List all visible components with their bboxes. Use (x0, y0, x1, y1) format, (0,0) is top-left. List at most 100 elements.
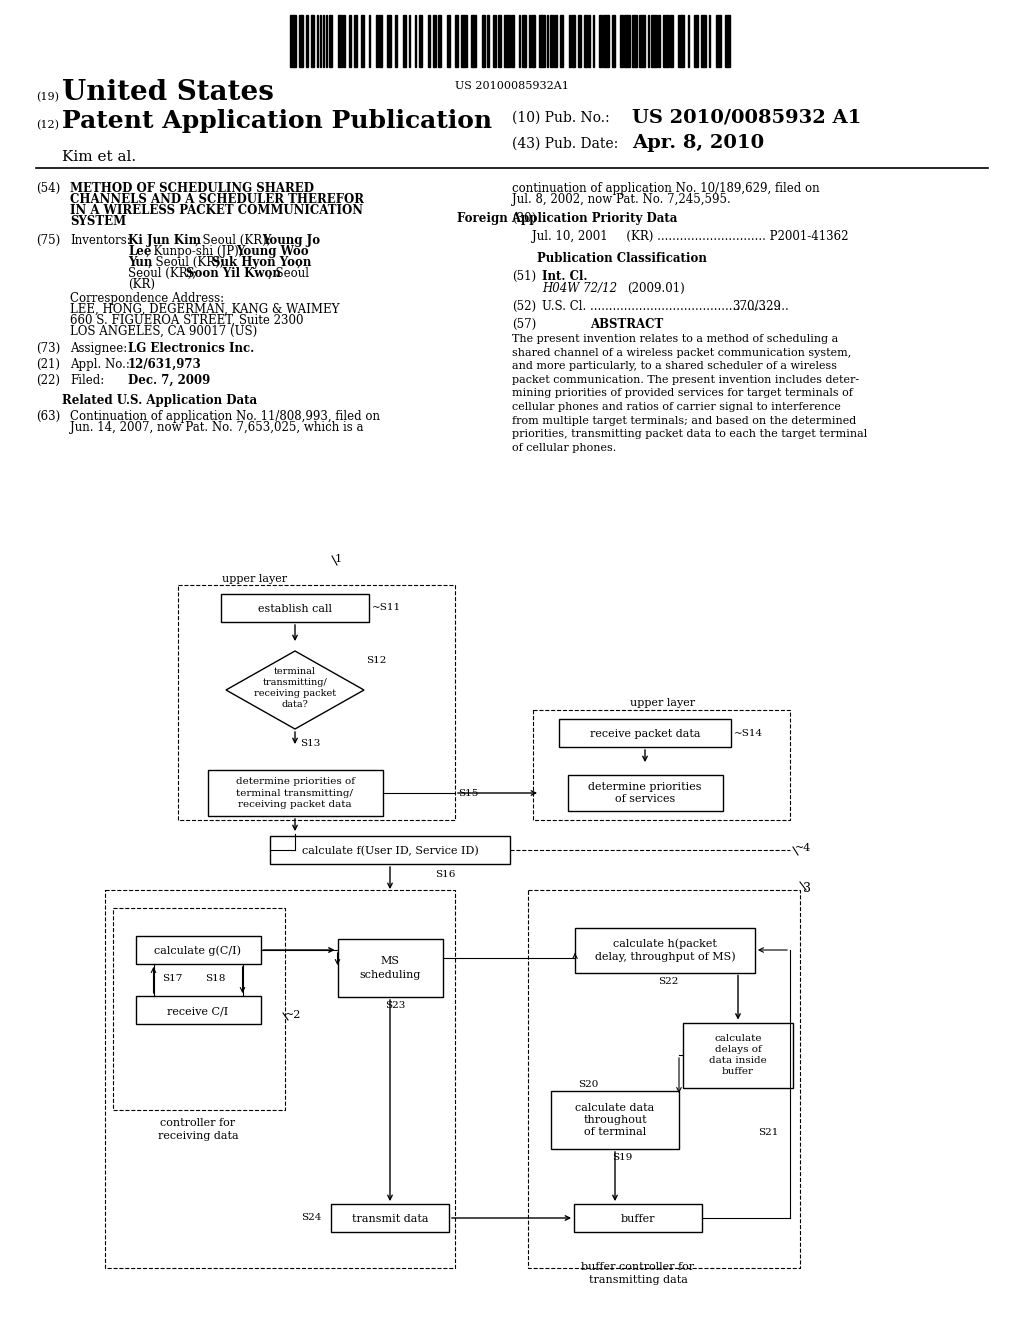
Bar (663, 15, 669, 67)
Text: calculate f(User ID, Service ID): calculate f(User ID, Service ID) (302, 846, 478, 857)
Text: IN A WIRELESS PACKET COMMUNICATION: IN A WIRELESS PACKET COMMUNICATION (70, 205, 362, 216)
Text: Jul. 8, 2002, now Pat. No. 7,245,595.: Jul. 8, 2002, now Pat. No. 7,245,595. (512, 193, 731, 206)
Text: (KR): (KR) (128, 279, 155, 290)
Bar (620, 15, 623, 67)
Text: calculate h(packet
delay, throughput of MS): calculate h(packet delay, throughput of … (595, 939, 735, 962)
Bar (331, 1204, 449, 1232)
Bar (584, 15, 587, 67)
Text: receive C/I: receive C/I (167, 1006, 228, 1016)
Text: Continuation of application No. 11/808,993, filed on: Continuation of application No. 11/808,9… (70, 411, 380, 422)
Text: S18: S18 (205, 974, 225, 983)
Text: 1: 1 (335, 554, 342, 564)
Bar (432, 15, 435, 67)
Text: Kim et al.: Kim et al. (62, 150, 136, 164)
Bar (379, 15, 382, 67)
Text: Inventors:: Inventors: (70, 234, 131, 247)
Text: US 2010/0085932 A1: US 2010/0085932 A1 (632, 108, 861, 125)
Bar (329, 15, 332, 67)
Text: Filed:: Filed: (70, 374, 104, 387)
Text: Young Jo: Young Jo (262, 234, 321, 247)
Text: S13: S13 (300, 739, 321, 748)
Text: Apr. 8, 2010: Apr. 8, 2010 (632, 135, 764, 152)
Bar (560, 15, 563, 67)
Text: continuation of application No. 10/189,629, filed on: continuation of application No. 10/189,6… (512, 182, 819, 195)
Text: (10) Pub. No.:: (10) Pub. No.: (512, 111, 609, 125)
Text: determine priorities of
terminal transmitting/
receiving packet data: determine priorities of terminal transmi… (236, 777, 354, 809)
Bar (461, 15, 467, 67)
Text: LG Electronics Inc.: LG Electronics Inc. (128, 342, 254, 355)
Text: calculate
delays of
data inside
buffer: calculate delays of data inside buffer (710, 1034, 767, 1076)
Bar (569, 15, 570, 67)
Bar (402, 15, 406, 67)
Bar (624, 15, 630, 67)
Text: LEE, HONG, DEGERMAN, KANG & WAIMEY: LEE, HONG, DEGERMAN, KANG & WAIMEY (70, 304, 340, 315)
Bar (338, 939, 442, 997)
Bar (135, 936, 260, 964)
Text: (12): (12) (36, 120, 59, 129)
Text: S24: S24 (301, 1213, 322, 1222)
Text: buffer: buffer (621, 1214, 655, 1224)
Text: S15: S15 (458, 788, 478, 797)
Bar (701, 15, 706, 67)
Text: Seoul (KR);: Seoul (KR); (128, 267, 197, 280)
Text: Soon Yil Kwon: Soon Yil Kwon (186, 267, 281, 280)
Text: SYSTEM: SYSTEM (70, 215, 126, 228)
Text: (19): (19) (36, 91, 59, 102)
Bar (532, 15, 535, 67)
Bar (574, 1204, 702, 1232)
Bar (511, 15, 514, 67)
Bar (683, 1023, 793, 1088)
Bar (319, 15, 322, 67)
Text: Yun: Yun (128, 256, 153, 269)
Text: Dec. 7, 2009: Dec. 7, 2009 (128, 374, 210, 387)
Text: LOS ANGELES, CA 90017 (US): LOS ANGELES, CA 90017 (US) (70, 325, 257, 338)
Text: (30): (30) (512, 213, 537, 224)
Text: ~4: ~4 (795, 843, 811, 853)
Text: terminal
transmitting/
receiving packet
data?: terminal transmitting/ receiving packet … (254, 667, 336, 709)
Bar (487, 15, 489, 67)
Bar (554, 15, 557, 67)
Bar (481, 15, 484, 67)
Bar (716, 15, 721, 67)
Text: Ki Jun Kim: Ki Jun Kim (128, 234, 201, 247)
Text: Patent Application Publication: Patent Application Publication (62, 110, 493, 133)
Text: (63): (63) (36, 411, 60, 422)
Bar (632, 15, 638, 67)
Text: determine priorities
of services: determine priorities of services (588, 781, 701, 804)
Bar (589, 15, 590, 67)
Bar (299, 15, 303, 67)
Bar (498, 15, 501, 67)
Text: ABSTRACT: ABSTRACT (591, 318, 664, 331)
Bar (547, 15, 549, 67)
Text: The present invention relates to a method of scheduling a
shared channel of a wi: The present invention relates to a metho… (512, 334, 867, 453)
Text: United States: United States (62, 79, 273, 106)
Bar (709, 15, 711, 67)
Text: (22): (22) (36, 374, 60, 387)
Text: establish call: establish call (258, 605, 332, 614)
Bar (559, 719, 731, 747)
Text: S12: S12 (366, 656, 386, 665)
Bar (575, 928, 755, 973)
Text: ~S11: ~S11 (372, 603, 401, 612)
Bar (338, 15, 342, 67)
Text: (54): (54) (36, 182, 60, 195)
Bar (290, 15, 296, 67)
Bar (648, 15, 649, 67)
Text: upper layer: upper layer (222, 574, 287, 583)
Bar (270, 836, 510, 865)
Bar (221, 594, 369, 622)
Bar (551, 1092, 679, 1148)
Text: Correspondence Address:: Correspondence Address: (70, 292, 224, 305)
Bar (670, 15, 673, 67)
Bar (519, 15, 520, 67)
Text: ,: , (297, 256, 301, 269)
Text: U.S. Cl. .....................................................: U.S. Cl. ...............................… (542, 300, 788, 313)
Text: METHOD OF SCHEDULING SHARED: METHOD OF SCHEDULING SHARED (70, 182, 314, 195)
Text: MS
scheduling: MS scheduling (359, 957, 421, 979)
Bar (540, 15, 546, 67)
Bar (658, 15, 659, 67)
Bar (639, 15, 645, 67)
Bar (550, 15, 553, 67)
Bar (725, 15, 729, 67)
Text: (21): (21) (36, 358, 60, 371)
